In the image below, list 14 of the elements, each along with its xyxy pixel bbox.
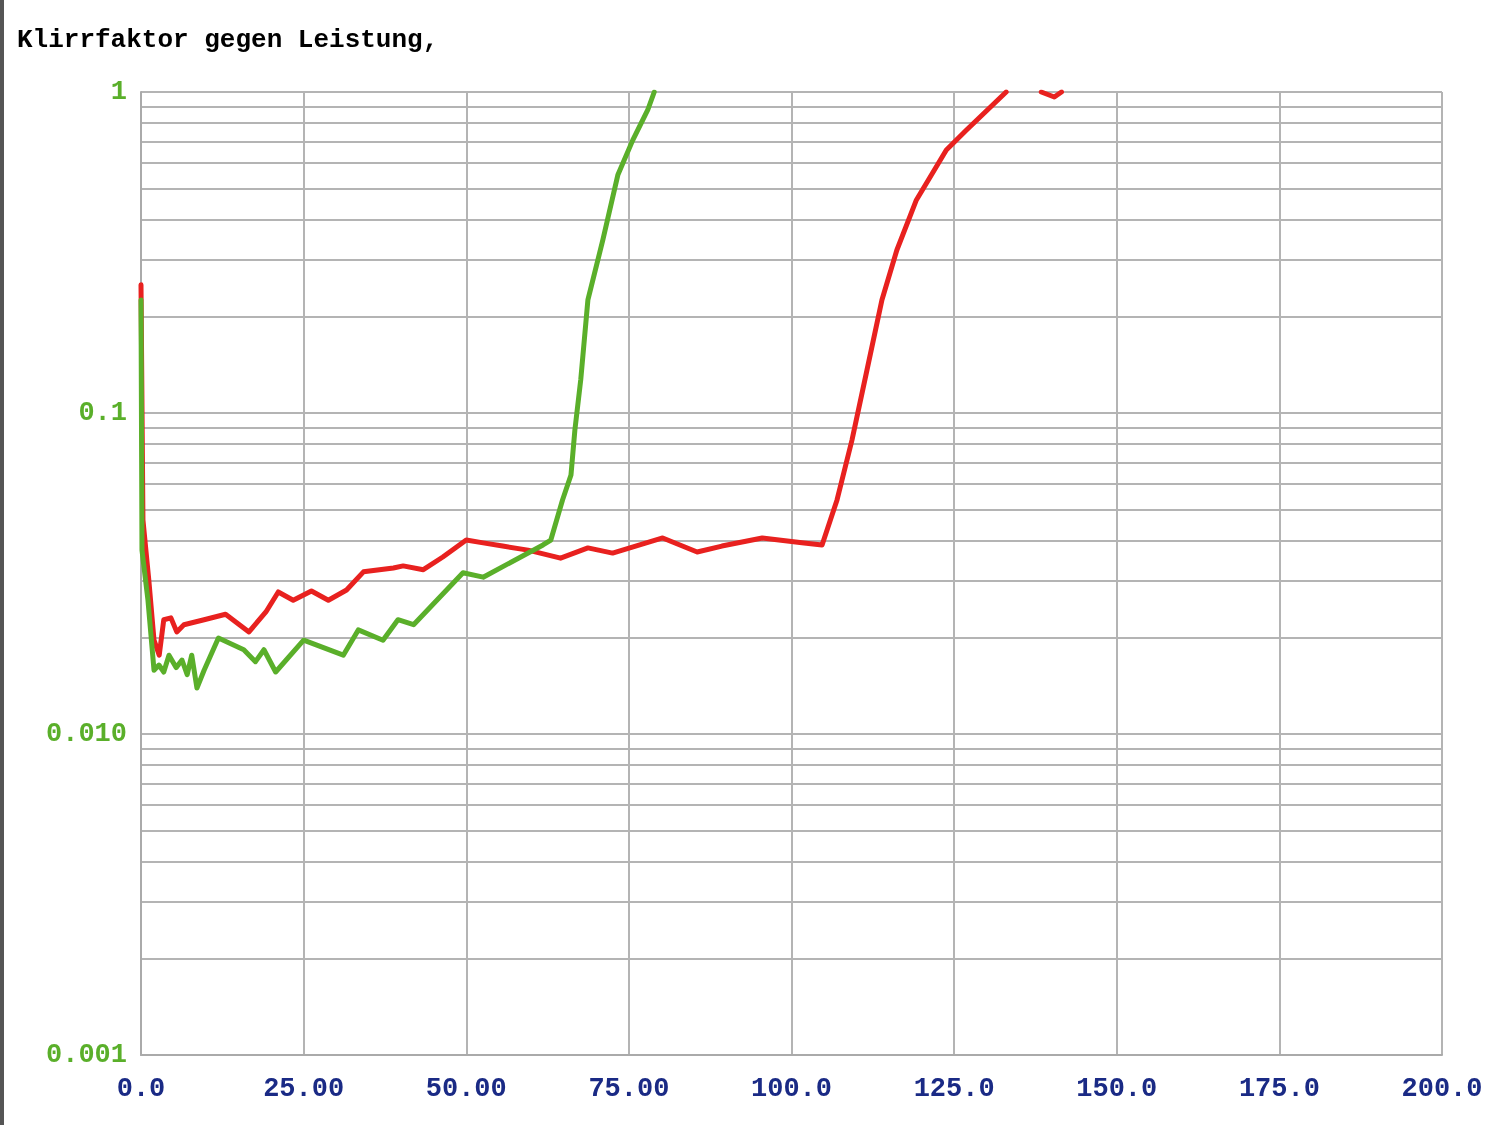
y-tick-label: 0.1 xyxy=(78,398,127,428)
x-tick-label: 0.0 xyxy=(116,1073,166,1104)
chart-title: Klirrfaktor gegen Leistung, xyxy=(17,25,439,55)
x-tick-label: 50.00 xyxy=(425,1073,507,1104)
x-tick-label: 125.0 xyxy=(913,1073,995,1104)
x-tick-label: 150.0 xyxy=(1076,1073,1158,1104)
x-tick-label: 75.00 xyxy=(588,1073,670,1104)
x-tick-label: 175.0 xyxy=(1238,1073,1320,1104)
x-tick-label: 25.00 xyxy=(263,1073,345,1104)
y-tick-label: 1 xyxy=(110,77,127,107)
y-tick-label: 0.001 xyxy=(45,1040,127,1070)
y-tick-label: 0.010 xyxy=(45,719,127,749)
x-tick-label: 200.0 xyxy=(1401,1073,1483,1104)
x-tick-label: 100.0 xyxy=(750,1073,833,1104)
